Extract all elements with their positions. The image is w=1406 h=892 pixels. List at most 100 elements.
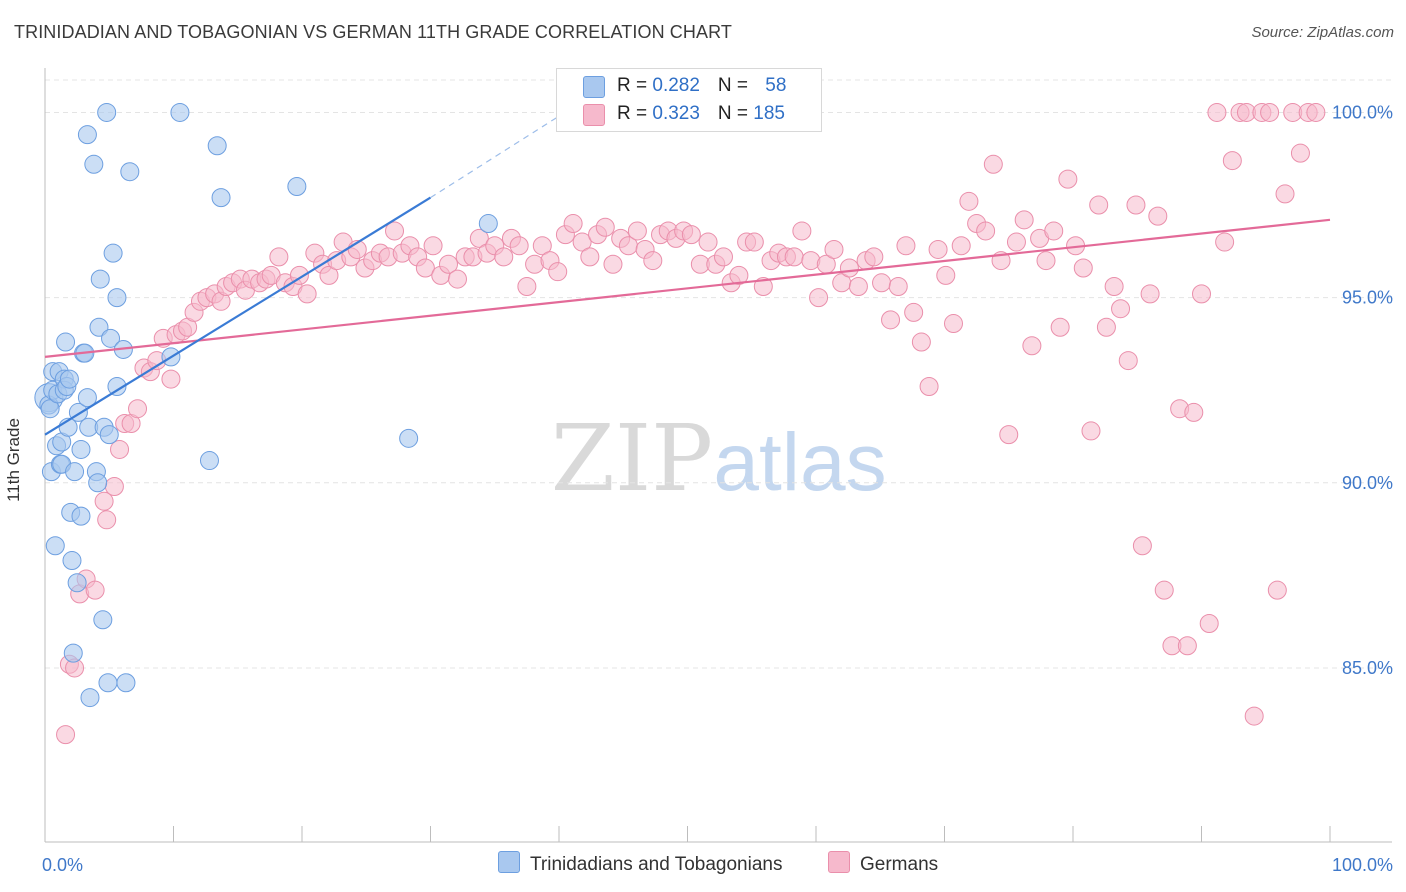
german-point [959,191,979,211]
legend-swatch-pink [583,104,605,126]
german-point [698,232,718,252]
trinidadian-point [478,214,498,234]
german-point [911,332,931,352]
german-point [1073,258,1093,278]
german-point [1177,636,1197,656]
german-point [572,232,592,252]
german-point [532,236,552,256]
german-point [784,247,804,267]
bottom-legend-label: Germans [860,854,939,875]
german-point [469,228,489,248]
german-point [603,254,623,274]
trinidadian-point [40,399,60,419]
correlation-legend: R = 0.282 N = 58 R = 0.323 N = 185 [556,68,822,132]
german-point [1096,317,1116,337]
trinidadian-point [71,506,91,526]
x-tick-label: 0.0% [42,855,83,875]
german-point [385,221,405,241]
german-point [509,236,529,256]
german-point [943,314,963,334]
german-point [792,221,812,241]
german-point [904,302,924,322]
german-point [809,288,829,308]
source-label: Source: ZipAtlas.com [1251,24,1394,41]
german-point [1184,402,1204,422]
german-point [872,273,892,293]
axes [44,68,1392,843]
german-point [729,265,749,285]
german-point [1222,151,1242,171]
german-point [1014,210,1034,230]
legend-r-label: R = [617,75,653,96]
german-point [1081,421,1101,441]
german-point [848,276,868,296]
german-point [1126,195,1146,215]
watermark-zip: ZIP [551,405,713,512]
german-point [983,154,1003,174]
trinidadian-trend-extension [430,115,560,199]
trinidadian-point [199,451,219,471]
german-point [881,310,901,330]
german-point [643,251,663,271]
trinidadian-point [56,332,76,352]
german-point [319,265,339,285]
trinidadian-point [89,317,109,337]
german-point [517,276,537,296]
bottom-legend-swatch-blue [498,851,520,873]
trinidadian-point [77,388,97,408]
german-point [1207,102,1227,122]
trinidadian-point [98,673,118,693]
trinidadian-point [88,473,108,493]
trinidadian-point [170,102,190,122]
german-point [1148,206,1168,226]
trinidadian-point [399,428,419,448]
german-point [1006,232,1026,252]
german-point [1192,284,1211,304]
trinidadian-point [107,288,127,308]
german-point [1275,184,1295,204]
trinidadian-point [67,573,87,593]
german-point [1267,580,1287,600]
german-point [447,269,467,289]
trinidadian-point [116,673,136,693]
german-point [297,284,317,304]
germans-trend-line [44,218,1331,358]
german-point [1244,706,1264,726]
trinidadian-points [34,102,498,708]
german-point [1022,336,1042,356]
x-tick-label: 100.0% [1332,855,1393,875]
trinidadian-point [207,136,227,156]
trinidadian-point [287,177,307,197]
german-point [56,725,76,745]
trinidadian-point [211,188,231,208]
german-point [1306,102,1326,122]
y-tick-label: 95.0% [1342,288,1393,308]
trinidadian-point [120,162,140,182]
german-point [976,221,996,241]
trinidadian-point [45,536,65,556]
german-point [999,425,1019,445]
german-point [888,276,908,296]
trinidadian-point [97,102,117,122]
trinidadian-point [90,269,110,289]
german-point [580,247,600,267]
german-point [839,258,859,278]
german-point [627,221,647,241]
german-point [1044,221,1064,241]
trinidadian-point [77,125,97,145]
german-point [928,239,948,259]
trinidadian-point [99,425,119,445]
y-tick-label: 85.0% [1342,658,1393,678]
trinidadian-point [103,243,123,263]
german-point [1050,317,1070,337]
german-point [104,476,124,496]
german-point [415,258,435,278]
legend-n-value: 58 [765,75,787,96]
german-point [97,510,117,530]
german-point [1104,276,1124,296]
german-point [595,217,615,237]
y-tick-label: 100.0% [1332,102,1393,122]
grid-lines [45,79,1392,669]
german-point [1260,102,1280,122]
